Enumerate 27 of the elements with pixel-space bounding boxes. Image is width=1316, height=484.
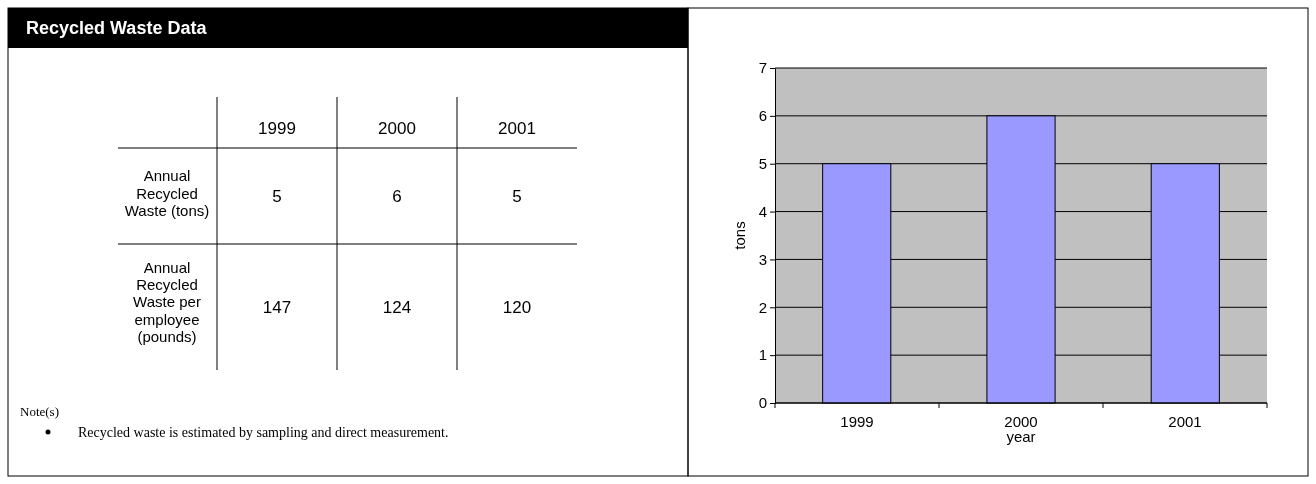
text: Annual Recycled Waste per employee (pounds) <box>133 258 201 345</box>
x-tick-label: 2001 <box>1168 413 1202 430</box>
y-tick-label: 6 <box>758 107 767 125</box>
y-tick-label: 7 <box>758 59 767 77</box>
data-label: 6 <box>392 187 402 206</box>
text: Note(s) <box>20 404 59 419</box>
data-label: 5 <box>272 187 282 206</box>
x-tick-label: 1999 <box>840 413 874 430</box>
category-label: 2000 <box>378 119 416 138</box>
y-tick-label: 4 <box>758 202 767 220</box>
y-tick-label: 3 <box>758 250 767 268</box>
category-label: 1999 <box>258 119 296 138</box>
y-tick-label: 2 <box>758 298 767 316</box>
x-tick-label: 2000 <box>1004 413 1038 430</box>
y-tick-label: 5 <box>758 155 767 173</box>
data-label: 147 <box>262 298 292 317</box>
category-label: 2001 <box>498 119 536 138</box>
text: Annual Recycled Waste (tons) <box>124 167 210 219</box>
data-label: 124 <box>382 298 412 317</box>
data-label: 120 <box>502 298 532 317</box>
y-tick-label: 0 <box>758 394 767 412</box>
text: Recycled waste is estimated by sampling and direct measurement. <box>78 425 449 440</box>
y-tick-label: 1 <box>758 346 767 364</box>
data-label: 5 <box>512 187 522 206</box>
x-axis-title: year <box>1006 428 1036 445</box>
y-axis-title: tons <box>731 221 748 250</box>
text: Recycled Waste Data <box>26 18 208 38</box>
